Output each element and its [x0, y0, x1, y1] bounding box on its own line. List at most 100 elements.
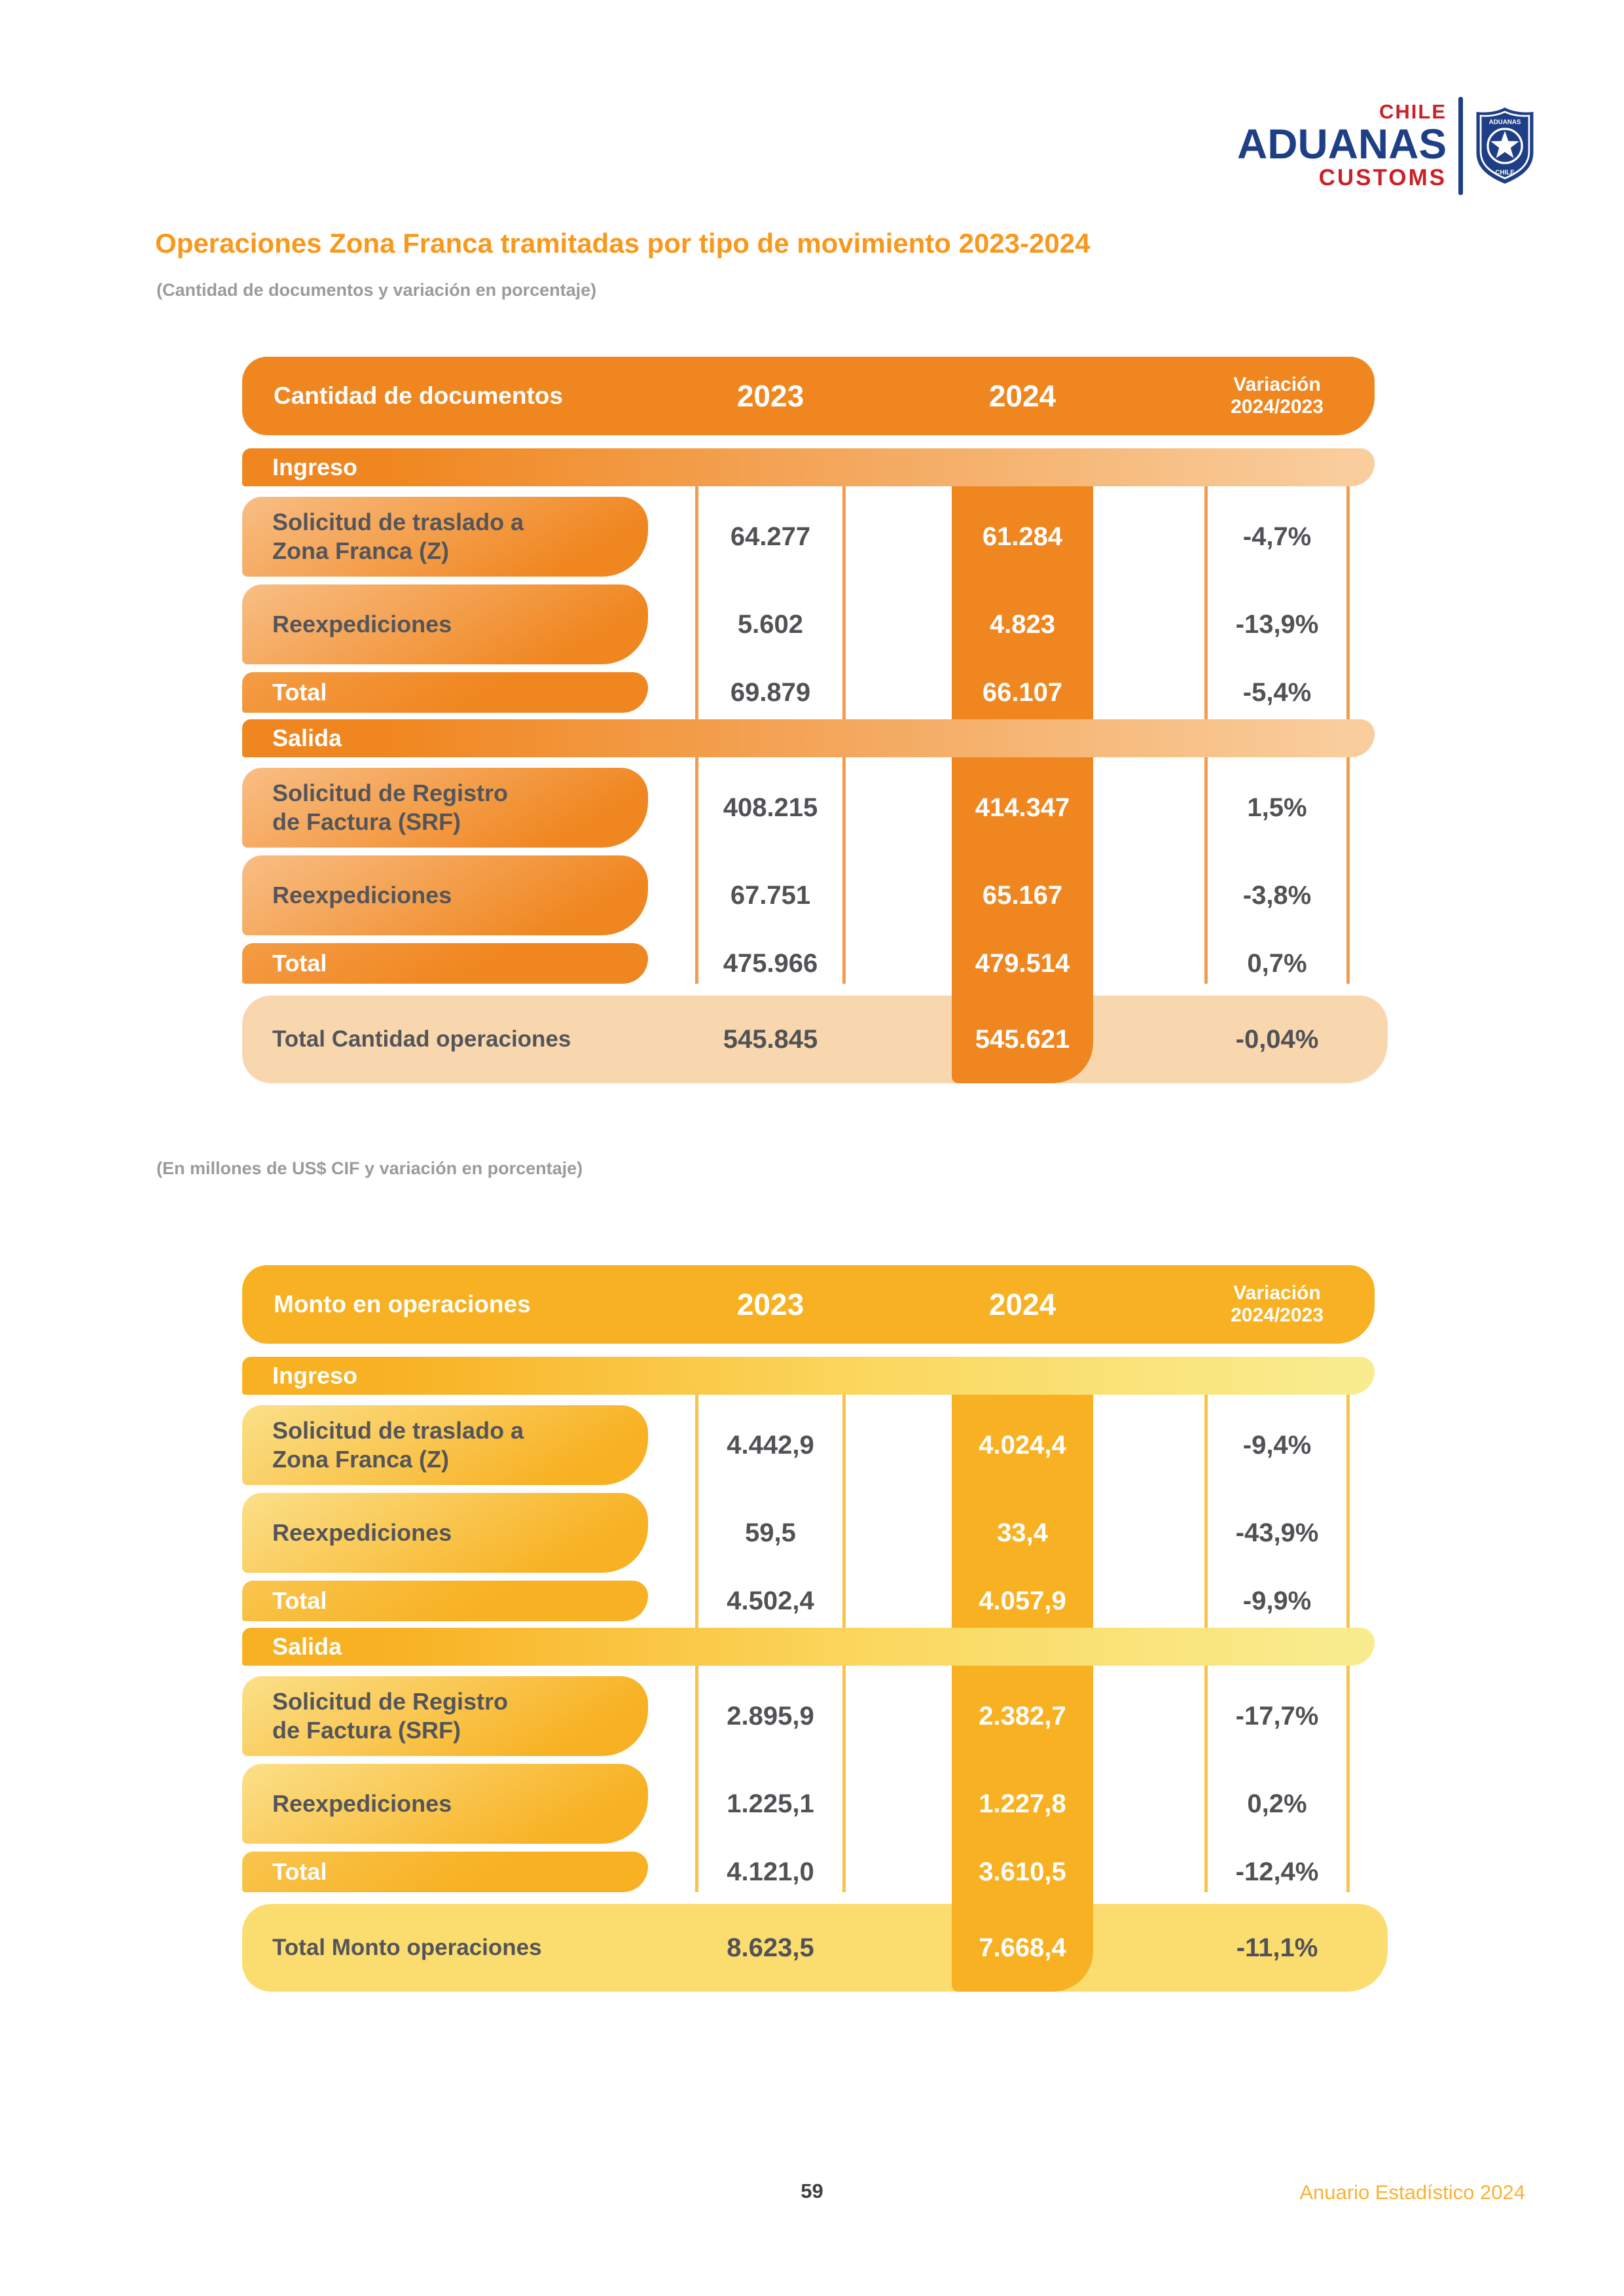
value-variacion: -9,4%: [1242, 1430, 1312, 1460]
header-variacion-line1: Variación: [1233, 1282, 1321, 1304]
value-2024: 4.823: [989, 609, 1056, 639]
header-label: Cantidad de documentos: [274, 382, 563, 409]
shield-top-text: ADUANAS: [1489, 118, 1521, 126]
section-salida: Salida: [242, 1628, 1375, 1666]
row-label: Total: [242, 1852, 648, 1892]
col-divider-line: [842, 1357, 846, 1892]
value-variacion: 1,5%: [1247, 793, 1307, 822]
header-label: Monto en operaciones: [274, 1291, 531, 1318]
table-row-total: Total 4.502,4 4.057,9 -9,9%: [242, 1581, 1388, 1621]
value-2023: 64.277: [730, 522, 811, 551]
row-label: Total: [242, 672, 648, 713]
value-2024: 4.024,4: [979, 1430, 1066, 1460]
value-2024: 414.347: [975, 793, 1070, 822]
value-2023: 2.895,9: [727, 1701, 814, 1731]
footer-annual-text: Anuario Estadístico 2024: [1299, 2181, 1525, 2204]
table-row: Solicitud de Registro de Factura (SRF) 4…: [242, 768, 1388, 848]
grand-total-label: Total Cantidad operaciones: [272, 1026, 571, 1052]
page-title: Operaciones Zona Franca tramitadas por t…: [155, 228, 1091, 259]
header-2024: 2024: [988, 1287, 1056, 1321]
row-label: Solicitud de traslado a Zona Franca (Z): [242, 497, 648, 577]
aduanas-shield-icon: ADUANAS CHILE: [1476, 107, 1534, 184]
header-2023: 2023: [736, 379, 804, 413]
logo-customs-text: CUSTOMS: [1318, 165, 1447, 191]
header-2023: 2023: [736, 1287, 804, 1321]
header-variacion-line2: 2024/2023: [1231, 1304, 1324, 1326]
value-2024: 1.227,8: [979, 1789, 1066, 1818]
value-2023: 8.623,5: [727, 1933, 814, 1962]
table-row: Solicitud de traslado a Zona Franca (Z) …: [242, 497, 1388, 577]
value-variacion: -13,9%: [1235, 609, 1319, 639]
row-label: Reexpediciones: [242, 584, 648, 664]
table-header: Monto en operaciones 2023 2024 Variación…: [242, 1265, 1375, 1344]
col-divider-line: [842, 448, 846, 984]
table-row-total: Total 475.966 479.514 0,7%: [242, 943, 1388, 984]
logo-wordmark: CHILE ADUANAS CUSTOMS: [1237, 100, 1447, 191]
col-divider-line: [1204, 448, 1208, 984]
value-variacion: -0,04%: [1235, 1024, 1319, 1054]
table-row: Reexpediciones 5.602 4.823 -13,9%: [242, 584, 1388, 664]
value-variacion: -11,1%: [1236, 1933, 1318, 1962]
table-row: Solicitud de Registro de Factura (SRF) 2…: [242, 1676, 1388, 1756]
col-divider-line: [1346, 448, 1350, 984]
section-salida: Salida: [242, 719, 1375, 757]
header-variacion: Variación 2024/2023: [1208, 357, 1346, 435]
shield-bottom-text: CHILE: [1495, 169, 1515, 176]
grand-total-label: Total Monto operaciones: [272, 1935, 542, 1960]
grand-total-row: Total Cantidad operaciones 545.845 545.6…: [242, 996, 1388, 1083]
value-2024: 545.621: [975, 1024, 1070, 1054]
logo-brand-text: ADUANAS: [1237, 120, 1447, 168]
header-variacion-line1: Variación: [1233, 373, 1321, 395]
row-label: Solicitud de Registro de Factura (SRF): [242, 1676, 648, 1756]
row-label: Total: [242, 943, 648, 984]
table2-subtitle: (En millones de US$ CIF y variación en p…: [156, 1158, 583, 1178]
row-label: Solicitud de traslado a Zona Franca (Z): [242, 1405, 648, 1485]
logo-divider: [1458, 97, 1463, 195]
value-variacion: -5,4%: [1242, 677, 1312, 707]
logo-country-text: CHILE: [1379, 100, 1447, 124]
table-row-total: Total 4.121,0 3.610,5 -12,4%: [242, 1852, 1388, 1892]
row-label: Reexpediciones: [242, 1493, 648, 1573]
value-2024: 61.284: [982, 522, 1063, 551]
table-row-total: Total 69.879 66.107 -5,4%: [242, 672, 1388, 713]
value-2024: 33,4: [997, 1518, 1048, 1547]
value-2023: 67.751: [730, 880, 811, 910]
value-2023: 4.442,9: [727, 1430, 814, 1460]
value-2023: 4.121,0: [727, 1857, 814, 1886]
value-2023: 1.225,1: [727, 1789, 814, 1818]
value-2023: 408.215: [723, 793, 818, 822]
row-label: Total: [242, 1581, 648, 1621]
col-2024-band: [952, 448, 1093, 1083]
section-ingreso: Ingreso: [242, 448, 1375, 486]
table-row: Reexpediciones 67.751 65.167 -3,8%: [242, 855, 1388, 935]
header-variacion: Variación 2024/2023: [1208, 1265, 1346, 1344]
col-divider-line: [695, 1357, 698, 1892]
value-2023: 545.845: [723, 1024, 818, 1054]
table-cantidad-documentos: Cantidad de documentos 2023 2024 Variaci…: [242, 357, 1388, 1083]
value-variacion: -12,4%: [1235, 1857, 1319, 1886]
value-variacion: -9,9%: [1242, 1586, 1312, 1615]
value-2024: 4.057,9: [979, 1586, 1066, 1615]
value-variacion: 0,7%: [1247, 948, 1307, 978]
value-2023: 4.502,4: [727, 1586, 814, 1615]
header-variacion-line2: 2024/2023: [1231, 396, 1324, 418]
col-2024-band: [952, 1357, 1093, 1992]
col-divider-line: [1346, 1357, 1350, 1892]
row-label: Reexpediciones: [242, 1764, 648, 1844]
value-variacion: -43,9%: [1235, 1518, 1319, 1547]
table-row: Solicitud de traslado a Zona Franca (Z) …: [242, 1405, 1388, 1485]
table-monto-operaciones: Monto en operaciones 2023 2024 Variación…: [242, 1265, 1388, 1992]
col-divider-line: [1204, 1357, 1208, 1892]
header-2024: 2024: [988, 379, 1056, 413]
value-2023: 5.602: [737, 609, 804, 639]
col-divider-line: [695, 448, 698, 984]
value-2024: 479.514: [975, 948, 1070, 978]
value-variacion: -17,7%: [1235, 1701, 1319, 1731]
value-2023: 475.966: [723, 948, 818, 978]
value-variacion: 0,2%: [1247, 1789, 1307, 1818]
value-variacion: -3,8%: [1242, 880, 1312, 910]
grand-total-row: Total Monto operaciones 8.623,5 7.668,4 …: [242, 1904, 1388, 1992]
value-variacion: -4,7%: [1242, 522, 1312, 551]
table-row: Reexpediciones 59,5 33,4 -43,9%: [242, 1493, 1388, 1573]
